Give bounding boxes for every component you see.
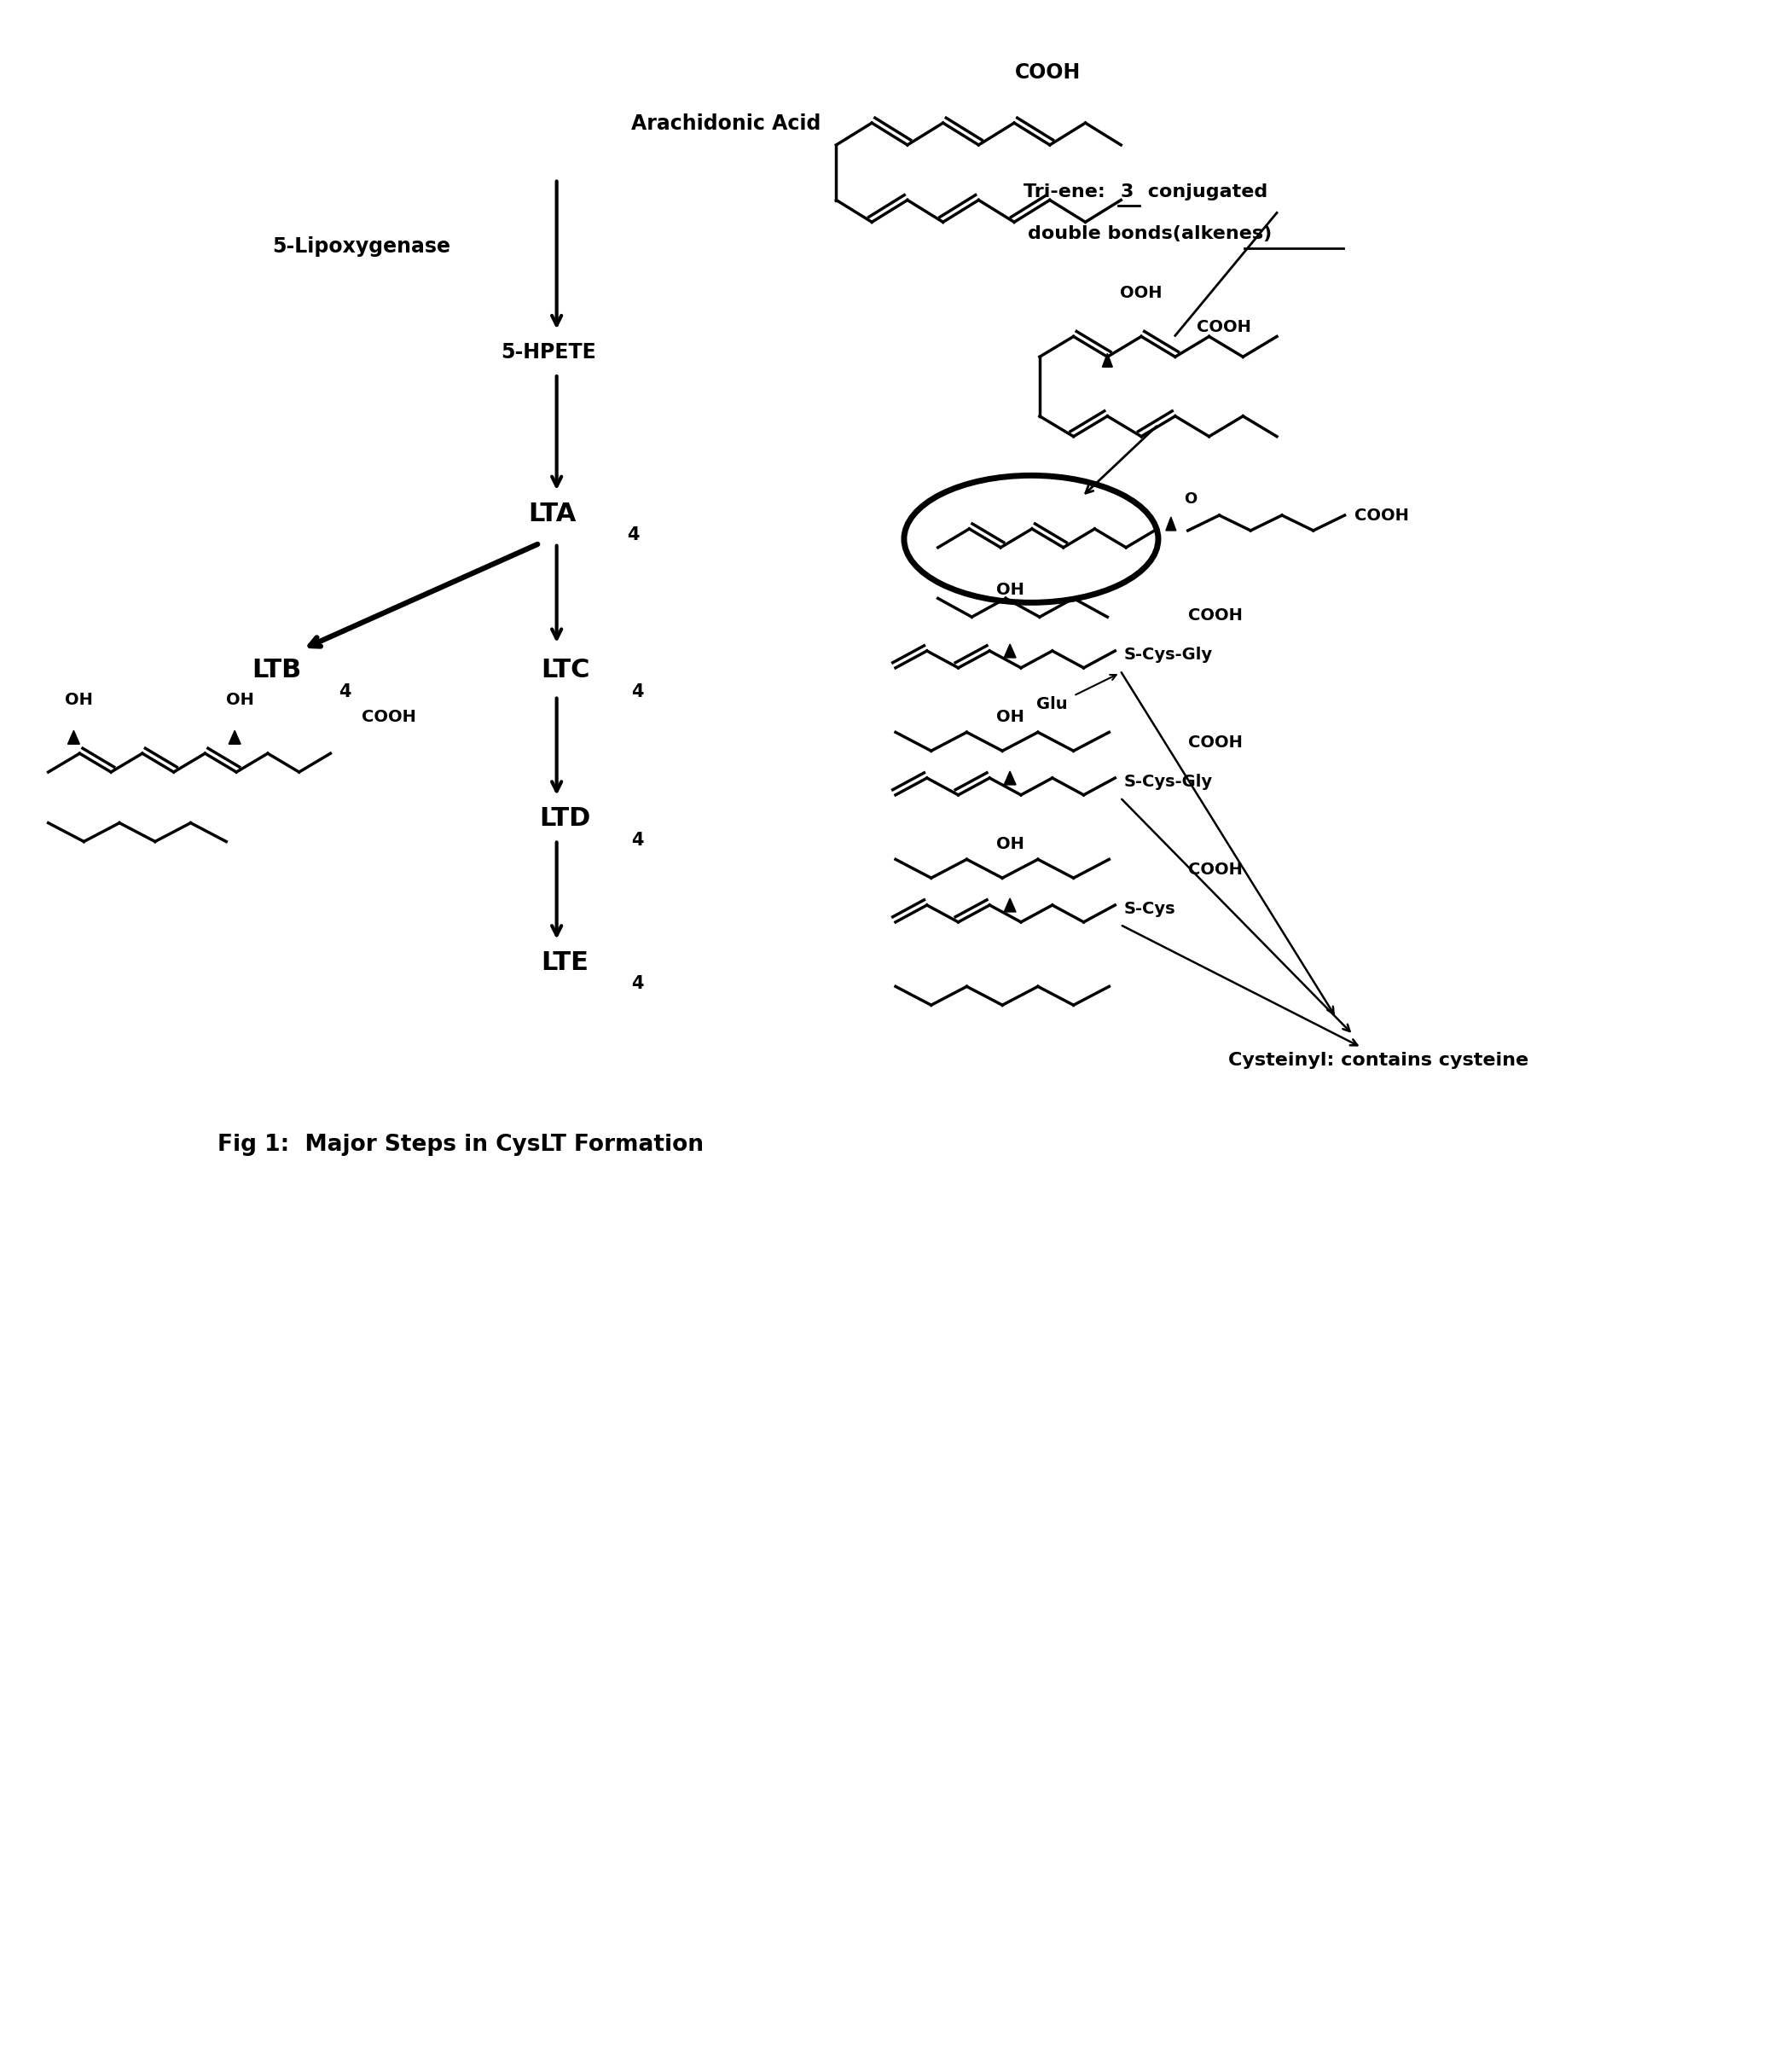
Text: S-Cys-Gly: S-Cys-Gly <box>1124 775 1213 790</box>
Text: OH: OH <box>65 692 93 709</box>
Text: 4: 4 <box>339 682 351 701</box>
Text: COOH: COOH <box>1014 62 1081 83</box>
Text: double bonds(alkenes): double bonds(alkenes) <box>1027 225 1272 242</box>
Text: OOH: OOH <box>1120 285 1163 302</box>
Text: 3: 3 <box>1120 184 1133 200</box>
Text: Arachidonic Acid: Arachidonic Acid <box>631 114 821 134</box>
Text: 4: 4 <box>631 682 643 701</box>
Polygon shape <box>1004 645 1016 657</box>
Text: S-Cys: S-Cys <box>1124 901 1176 918</box>
Polygon shape <box>1167 517 1176 531</box>
Text: 4: 4 <box>631 976 643 992</box>
Polygon shape <box>1004 771 1016 785</box>
Text: Tri-ene:: Tri-ene: <box>1023 184 1111 200</box>
Text: Glu: Glu <box>1038 697 1068 713</box>
Text: OH: OH <box>996 709 1023 726</box>
Text: 4: 4 <box>631 831 643 847</box>
Text: COOH: COOH <box>1197 318 1251 335</box>
Text: LTB: LTB <box>253 657 301 682</box>
Text: COOH: COOH <box>1188 734 1242 750</box>
Text: S-Cys-Gly: S-Cys-Gly <box>1124 647 1213 664</box>
Text: 5-Lipoxygenase: 5-Lipoxygenase <box>272 236 452 256</box>
Polygon shape <box>68 730 79 744</box>
Text: COOH: COOH <box>1188 862 1242 878</box>
Text: OH: OH <box>996 581 1023 597</box>
Text: Fig 1:  Major Steps in CysLT Formation: Fig 1: Major Steps in CysLT Formation <box>219 1135 704 1155</box>
Text: COOH: COOH <box>362 709 416 726</box>
Polygon shape <box>1102 353 1113 368</box>
Text: 4: 4 <box>627 527 640 544</box>
Polygon shape <box>1004 899 1016 912</box>
Text: 5-HPETE: 5-HPETE <box>500 343 597 364</box>
Text: OH: OH <box>226 692 254 709</box>
Text: O: O <box>1185 492 1197 506</box>
Polygon shape <box>229 730 240 744</box>
Text: LTA: LTA <box>529 500 577 525</box>
Text: LTC: LTC <box>541 657 590 682</box>
Text: LTD: LTD <box>539 806 591 831</box>
Text: LTE: LTE <box>541 951 590 976</box>
Text: Cysteinyl: contains cysteine: Cysteinyl: contains cysteine <box>1228 1052 1529 1069</box>
Text: OH: OH <box>996 835 1023 852</box>
Text: conjugated: conjugated <box>1142 184 1267 200</box>
Text: COOH: COOH <box>1355 506 1409 523</box>
Text: COOH: COOH <box>1188 608 1242 624</box>
